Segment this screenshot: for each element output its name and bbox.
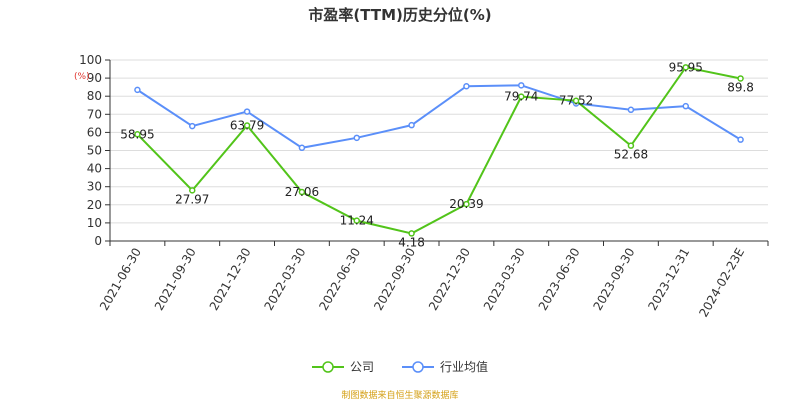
- series-point-1: [298, 144, 306, 152]
- data-label: 20.39: [449, 197, 483, 211]
- legend-item-company[interactable]: 公司: [311, 358, 374, 375]
- series-point-0: [353, 217, 360, 224]
- source-note: 制图数据来自恒生聚源数据库: [341, 391, 459, 401]
- series-point-0: [627, 142, 635, 149]
- series-point-1: [243, 108, 251, 115]
- series-point-0: [189, 187, 196, 194]
- series-point-1: [518, 82, 525, 89]
- series-point-0: [298, 188, 306, 196]
- series-point-0: [572, 97, 580, 104]
- x-tick-label: 2022-06-30: [316, 246, 363, 313]
- series-layer: [134, 64, 744, 237]
- legend-industry-label: 行业均值: [440, 360, 489, 374]
- series-point-1: [737, 136, 744, 143]
- y-tick-label: 40: [87, 162, 102, 176]
- y-tick-label: 20: [87, 198, 102, 212]
- data-label: 79.74: [504, 90, 538, 104]
- series-line-0: [136, 66, 741, 235]
- series-point-0: [408, 230, 415, 237]
- x-tick-label: 2021-06-30: [97, 246, 144, 313]
- y-tick-label: 70: [87, 107, 102, 121]
- data-label: 95.95: [669, 60, 703, 74]
- x-tick-label: 2023-09-30: [591, 246, 638, 313]
- series-point-1: [463, 82, 470, 90]
- y-unit-label: (%): [74, 72, 90, 82]
- legend-company-marker-icon: [311, 360, 344, 373]
- y-tick-label: 80: [87, 89, 102, 103]
- series-point-1: [353, 134, 360, 142]
- series-point-1: [189, 122, 196, 130]
- series-point-0: [463, 200, 470, 208]
- series-point-1: [134, 86, 141, 94]
- data-label: 27.06: [285, 185, 319, 199]
- data-labels: 58.95 27.97 63.79 27.06 11.24 4.18 20.39 79.74 7…: [120, 60, 754, 249]
- x-tick-label: 2022-09-30: [371, 246, 418, 313]
- legend-company-label: 公司: [349, 360, 374, 374]
- data-label: 52.68: [614, 148, 648, 162]
- y-tick-label: 10: [87, 216, 102, 230]
- y-axis-ticks: 0 10 20 30 40 50 60 70 80 90 100: [79, 53, 110, 248]
- x-tick-label: 2023-03-30: [481, 246, 528, 313]
- series-point-1: [682, 102, 689, 110]
- series-point-0: [737, 75, 744, 82]
- data-label: 63.79: [230, 119, 264, 133]
- legend-item-industry[interactable]: 行业均值: [402, 358, 488, 375]
- chart-plot: 0 10 20 30 40 50 60 70 80 90 100 2021-06-30 2021-09…: [74, 53, 769, 320]
- series-point-0: [243, 122, 251, 129]
- chart-title: 市盈率(TTM)历史分位(%): [308, 6, 492, 24]
- x-tick-label: 2022-03-30: [262, 246, 309, 313]
- x-tick-label: 2024-02-23E: [696, 246, 747, 320]
- y-tick-label: 60: [87, 125, 102, 139]
- data-label: 58.95: [120, 127, 154, 141]
- series-point-1: [408, 121, 415, 129]
- y-tick-label: 50: [87, 144, 102, 158]
- data-label: 77.52: [559, 94, 593, 108]
- data-label: 27.97: [175, 192, 209, 206]
- series-point-0: [518, 93, 525, 100]
- data-label: 4.18: [398, 235, 425, 249]
- series-point-1: [627, 106, 635, 114]
- grid-lines: [110, 59, 768, 224]
- y-tick-label: 0: [94, 234, 102, 248]
- y-tick-label: 90: [87, 71, 102, 85]
- x-tick-label: 2023-06-30: [536, 246, 583, 313]
- series-point-0: [134, 131, 141, 138]
- legend: 公司 行业均值: [0, 358, 800, 375]
- x-tick-label: 2021-09-30: [152, 246, 199, 313]
- x-tick-label: 2021-12-30: [207, 245, 254, 312]
- series-line-1: [136, 84, 742, 149]
- x-axis-ticks: 2021-06-30 2021-09-30 2021-12-30 2022-03-30…: [97, 241, 769, 320]
- y-tick-label: 30: [87, 180, 102, 194]
- x-tick-label: 2023-12-31: [645, 246, 692, 313]
- y-tick-label: 100: [79, 53, 102, 67]
- data-label: 89.8: [727, 80, 754, 94]
- series-point-0: [682, 64, 689, 71]
- data-label: 11.24: [340, 214, 374, 228]
- legend-industry-marker-icon: [402, 360, 434, 373]
- x-tick-label: 2022-12-30: [426, 245, 473, 312]
